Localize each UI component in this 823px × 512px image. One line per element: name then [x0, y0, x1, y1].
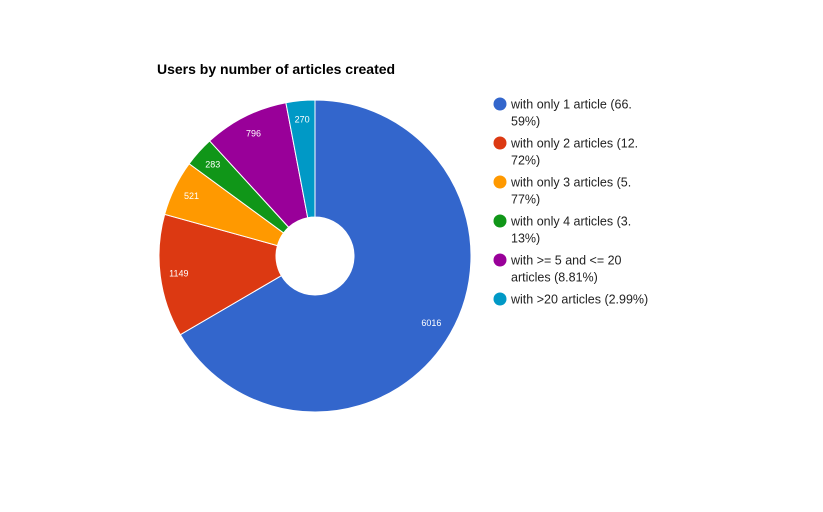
slice-value-label: 521 [184, 191, 199, 201]
legend-marker [493, 97, 507, 111]
legend: with only 1 article (66. 59%) with only 2 … [493, 97, 649, 307]
legend-item-1[interactable]: with only 2 articles (12. 72%) [493, 136, 639, 168]
slice-value-label: 283 [205, 159, 220, 169]
legend-marker [493, 136, 507, 150]
legend-label: articles (8.81%) [511, 271, 598, 285]
legend-item-5[interactable]: with >20 articles (2.99%) [493, 292, 649, 307]
legend-item-3[interactable]: with only 4 articles (3. 13%) [493, 214, 632, 246]
chart-title: Users by number of articles created [157, 61, 395, 77]
legend-item-0[interactable]: with only 1 article (66. 59%) [493, 97, 632, 129]
slice-value-label: 6016 [421, 318, 441, 328]
legend-marker [493, 175, 507, 189]
legend-label: with only 4 articles (3. [510, 215, 631, 229]
slice-value-label: 270 [295, 114, 310, 124]
legend-label: 72%) [511, 154, 540, 168]
legend-item-4[interactable]: with >= 5 and <= 20 articles (8.81%) [493, 253, 622, 285]
legend-label: 59%) [511, 115, 540, 129]
pie-slice-0[interactable] [179, 99, 472, 413]
slice-value-label: 796 [246, 128, 261, 138]
legend-label: with >20 articles (2.99%) [510, 293, 648, 307]
legend-label: with only 3 articles (5. [510, 176, 631, 190]
legend-label: 77%) [511, 193, 540, 207]
slice-value-label: 1149 [169, 269, 188, 279]
slices: 6016 1149 521 283 796 270 [158, 99, 472, 413]
pie-slice-1[interactable] [158, 213, 283, 336]
legend-marker [493, 292, 507, 306]
legend-label: with only 1 article (66. [510, 98, 632, 112]
legend-label: 13%) [511, 232, 540, 246]
legend-marker [493, 214, 507, 228]
legend-item-2[interactable]: with only 3 articles (5. 77%) [493, 175, 632, 207]
legend-label: with >= 5 and <= 20 [510, 254, 622, 268]
legend-marker [493, 253, 507, 267]
legend-label: with only 2 articles (12. [510, 137, 638, 151]
pie-slice-5[interactable] [285, 99, 316, 219]
